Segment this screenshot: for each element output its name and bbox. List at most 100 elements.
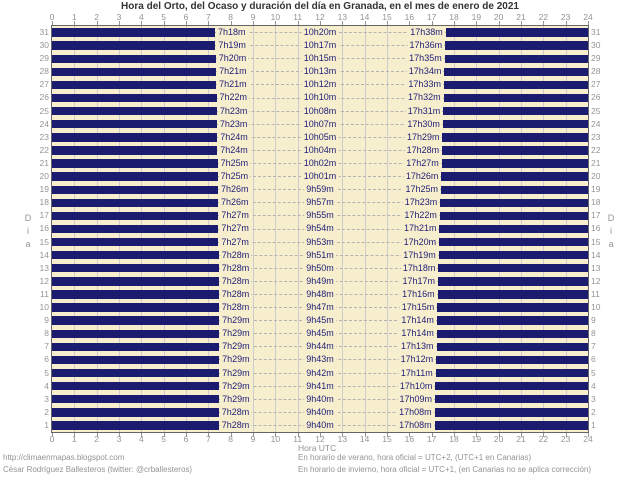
night-bar-after-sunset [439,224,588,234]
night-bar-after-sunset [438,264,588,273]
night-bar-after-sunset [442,133,588,142]
bottom-axis-tick [387,433,388,437]
day-number-right: 31 [591,27,601,37]
top-axis-hour-label: 8 [228,12,234,22]
sunset-time-label: 17h36m [407,39,445,53]
day-number-right: 15 [591,236,601,247]
day-duration-label: 10h13m [301,65,339,79]
night-bar-after-sunset [437,277,588,286]
night-bar-after-sunset [436,316,588,325]
night-bar-before-sunrise [52,368,220,378]
sunrise-time-label: 7h23m [217,117,250,131]
top-axis-hour-label: 21 [516,12,526,22]
top-axis-hour-label: 12 [315,12,325,22]
day-duration-label: 10h17m [301,39,339,53]
day-duration-label: 9h53m [304,235,336,249]
night-bar-before-sunrise [52,381,220,391]
day-number-right: 5 [591,367,596,378]
sunset-time-label: 17h25m [403,183,440,197]
night-bar-after-sunset [442,146,588,155]
bottom-axis-hour-label: 18 [449,434,459,444]
day-number-left: 12 [39,275,49,286]
day-number-right: 9 [591,315,596,326]
top-axis-hour-label: 9 [250,12,256,22]
day-duration-label: 9h49m [304,274,336,288]
day-number-left: 19 [39,184,49,195]
night-bar-after-sunset [438,250,588,260]
sunset-time-label: 17h28m [404,143,442,157]
sunset-time-label: 17h08m [397,418,434,432]
bottom-axis-hour-label: 9 [250,434,256,444]
day-number-right: 12 [591,275,601,286]
day-number-left: 27 [39,79,49,90]
top-axis-hour-label: 23 [560,12,571,22]
day-duration-label: 10h15m [301,52,339,66]
day-number-left: 14 [39,249,49,260]
top-axis-hour-label: 6 [183,12,189,22]
bottom-axis-hour-label: 10 [270,434,281,444]
sunrise-time-label: 7h27m [219,235,251,249]
sunrise-time-label: 7h29m [220,392,252,406]
night-bar-after-sunset [435,395,588,404]
day-number-right: 13 [591,262,601,273]
day-number-right: 28 [591,66,601,77]
y-axis-label-letter: a [25,239,31,249]
bottom-axis-hour-label: 23 [560,434,571,444]
day-number-left: 10 [39,302,49,313]
sunrise-time-label: 7h24m [218,143,250,157]
day-duration-label: 9h40m [304,405,336,419]
top-axis-hour-label: 22 [538,12,549,22]
footer-author: César Rodríguez Ballesteros (twitter: @c… [3,465,193,474]
bottom-axis-hour-label: 16 [404,434,415,444]
bottom-axis-hour-label: 6 [183,434,189,444]
bottom-axis-hour-label: 0 [49,434,55,444]
top-axis-hour-label: 1 [71,12,77,22]
sunset-time-label: 17h26m [403,170,441,184]
sunrise-time-label: 7h28m [219,418,252,432]
sunset-time-label: 17h15m [399,301,437,315]
top-axis-tick [454,21,455,25]
night-bar-before-sunrise [52,342,220,352]
sunset-time-label: 17h34m [406,65,444,79]
sunrise-time-label: 7h25m [218,156,251,171]
day-number-left: 23 [39,131,49,142]
night-bar-before-sunrise [52,133,218,142]
top-axis-tick [230,21,232,25]
top-axis-hour-label: 5 [161,12,167,22]
bottom-axis-hour-label: 20 [493,434,504,444]
y-axis-label-letter: í [609,226,613,236]
night-bar-after-sunset [443,106,588,116]
day-duration-label: 10h20m [301,26,339,40]
top-axis-tick [543,21,545,25]
top-axis-hour-label: 2 [94,12,100,22]
night-bar-after-sunset [441,159,588,168]
bottom-axis-hour-label: 17 [426,434,437,444]
bottom-axis-hour-label: 1 [71,434,77,444]
sunset-time-label: 17h31m [405,104,443,118]
bottom-axis-tick [588,433,589,437]
day-duration-label: 10h05m [301,130,339,144]
bottom-axis-tick [141,433,143,437]
night-bar-after-sunset [442,120,588,129]
day-number-left: 4 [44,380,49,391]
day-number-right: 24 [591,118,601,129]
sunset-time-label: 17h22m [402,209,439,223]
day-number-right: 10 [591,302,601,313]
night-bar-after-sunset [445,41,588,50]
day-duration-label: 9h45m [304,327,336,341]
sunset-time-label: 17h20m [401,235,439,249]
top-axis-tick [208,21,210,25]
top-axis-tick [52,21,53,25]
sunset-time-label: 17h30m [405,117,442,131]
sunrise-time-label: 7h27m [219,209,251,223]
sunrise-time-label: 7h29m [220,314,252,328]
day-number-right: 25 [591,105,601,116]
day-number-right: 7 [591,341,596,352]
sunrise-time-label: 7h27m [219,222,251,236]
night-bar-after-sunset [443,93,588,103]
day-number-right: 19 [591,184,601,195]
sunset-time-label: 17h38m [408,26,445,40]
top-axis-tick [521,21,522,25]
night-bar-after-sunset [436,329,588,338]
top-axis-tick [186,21,187,25]
